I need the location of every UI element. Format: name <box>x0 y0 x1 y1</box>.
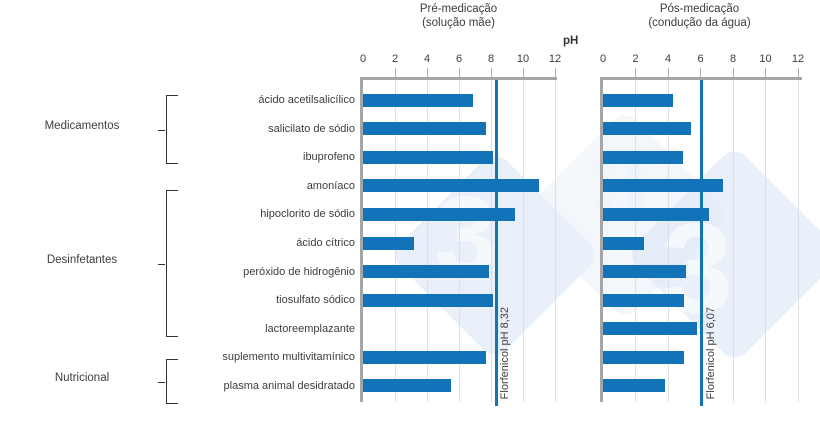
left-chart-title-line1: Pré-medicação <box>419 3 498 15</box>
gridline <box>765 80 766 402</box>
category-bracket <box>158 95 178 164</box>
gridline <box>797 80 799 402</box>
bar <box>363 379 451 393</box>
axis-tick-label: 0 <box>599 53 607 65</box>
bar <box>603 179 724 193</box>
bar <box>603 93 673 107</box>
axis-tick-label: 6 <box>455 53 463 65</box>
gridline <box>458 80 460 402</box>
ph-axis-label: pH <box>563 35 579 47</box>
axis-tick-label: 6 <box>697 53 704 65</box>
right-chart-plot: 0 2 4 6 8 10 12 Florfenicol pH 6,07 <box>600 53 804 406</box>
left-chart-title: Pré-medicação (solução mãe) <box>360 3 557 30</box>
bar <box>363 150 493 164</box>
axis-tick-label: 2 <box>632 53 639 65</box>
bar <box>603 379 665 393</box>
bracket-mid-tick <box>158 381 165 383</box>
bar <box>603 265 686 279</box>
axis-tick-mark <box>732 68 734 77</box>
axis-tick-label: 0 <box>359 53 367 65</box>
gridline <box>554 80 556 402</box>
bar <box>363 265 490 279</box>
axis-tick-label: 4 <box>664 53 672 65</box>
florfenicol-reference-line <box>700 80 704 406</box>
left-chart-title-line2: (solução mãe) <box>422 16 495 29</box>
bar <box>603 122 691 136</box>
axis-tick-label: 10 <box>516 53 530 65</box>
row-labels: ácido acetilsalicílico salicilato de sódi… <box>170 80 355 402</box>
gridline <box>426 80 428 402</box>
axis-tick-mark <box>667 68 669 77</box>
axis-tick-mark <box>635 68 636 77</box>
axis-tick-label: 12 <box>548 53 562 65</box>
right-chart-title-line2: (condução da água) <box>648 16 751 29</box>
category-label: Nutricional <box>54 371 110 384</box>
axis-tick-mark <box>426 68 428 77</box>
row-label: amoníaco <box>306 179 355 192</box>
axis-tick-label: 10 <box>759 53 772 65</box>
axis-tick-mark <box>522 68 524 77</box>
florfenicol-reference-line <box>494 80 498 406</box>
axis-tick-mark <box>700 68 701 77</box>
row-label: plasma animal desidratado <box>223 379 355 392</box>
bar <box>603 150 683 164</box>
row-label: ácido cítrico <box>296 236 355 249</box>
left-chart-plot: 0 2 4 6 8 10 12 Florfenicol pH 8,32 <box>360 53 561 406</box>
right-chart-title-line1: Pós-medicação <box>659 3 740 15</box>
bar <box>603 350 685 364</box>
bar <box>603 322 698 336</box>
row-label: salicilato de sódio <box>268 122 355 135</box>
row-label: hipoclorito de sódio <box>260 208 355 221</box>
bar <box>363 93 474 107</box>
row-label: peróxido de hidrogênio <box>243 265 355 278</box>
row-label: lactoreemplazante <box>265 322 355 335</box>
gridline <box>732 80 734 402</box>
axis-tick-mark <box>797 68 799 77</box>
row-label: tiosulfato sódico <box>276 294 355 307</box>
category-bracket <box>158 359 178 404</box>
row-label: ibuprofeno <box>303 151 355 164</box>
axis-tick-mark <box>554 68 556 77</box>
gridline <box>522 80 524 402</box>
axis-tick-label: 8 <box>487 53 495 65</box>
axis-tick-label: 12 <box>791 53 805 65</box>
bar <box>363 293 493 307</box>
axis-tick-label: 8 <box>729 53 737 65</box>
axis-tick-mark <box>765 68 766 77</box>
bracket-mid-tick <box>158 129 165 131</box>
bar <box>603 207 709 221</box>
row-label: ácido acetilsalicílico <box>258 94 355 107</box>
bar <box>363 207 515 221</box>
axis-tick-mark <box>458 68 460 77</box>
gridline <box>667 80 669 402</box>
category-label: Desinfetantes <box>46 253 118 266</box>
axis-tick-label: 2 <box>391 53 399 65</box>
axis-tick-mark <box>394 68 396 77</box>
bracket-mid-tick <box>158 263 165 265</box>
bar <box>603 293 685 307</box>
category-label: Medicamentos <box>44 119 120 132</box>
bar <box>603 236 644 250</box>
axis-tick-label: 4 <box>423 53 431 65</box>
bar <box>363 350 487 364</box>
bar <box>363 122 487 136</box>
right-chart-title: Pós-medicação (condução da água) <box>600 3 799 30</box>
category-bracket <box>158 190 178 337</box>
row-label: suplemento multivitamínico <box>222 351 355 364</box>
axis-tick-mark <box>490 68 492 77</box>
gridline <box>490 80 492 402</box>
bar <box>363 236 415 250</box>
